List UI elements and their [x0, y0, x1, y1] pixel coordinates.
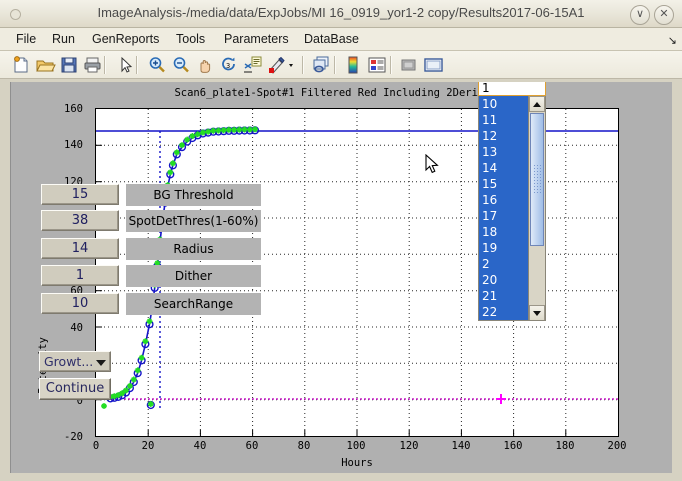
- menu-resize-icon[interactable]: ↘: [667, 35, 677, 47]
- scrollbar-thumb[interactable]: [530, 113, 544, 246]
- scroll-up-icon[interactable]: [529, 96, 545, 112]
- scan-number-listbox[interactable]: 10 11 12 13 14 15 16 17 18 19 2 20 21 22…: [478, 96, 546, 321]
- xtick-label: 120: [399, 440, 419, 452]
- brush-icon[interactable]: [266, 54, 288, 76]
- minimize-button[interactable]: ∨: [630, 5, 650, 25]
- menu-parameters[interactable]: Parameters: [224, 32, 289, 46]
- xtick-label: 0: [92, 440, 100, 452]
- xtick-label: 20: [141, 440, 155, 452]
- close-button[interactable]: ✕: [654, 5, 674, 25]
- pan-hand-icon[interactable]: [194, 54, 216, 76]
- x-axis-label: Hours: [341, 457, 373, 469]
- low-outlier-point: [147, 401, 154, 407]
- new-file-icon[interactable]: [10, 54, 32, 76]
- rotate-3d-icon[interactable]: 3: [218, 54, 240, 76]
- ytick-label: 40: [70, 322, 83, 334]
- spot-det-thres-input[interactable]: 38: [41, 210, 119, 231]
- toolbar-separator: [334, 56, 336, 74]
- xtick-label: 80: [297, 440, 311, 452]
- radius-label: Radius: [126, 238, 261, 260]
- svg-text:3: 3: [226, 62, 230, 70]
- baseline-cross-marker: [496, 394, 506, 404]
- chevron-down-icon: [96, 360, 106, 366]
- menu-database[interactable]: DataBase: [304, 32, 359, 46]
- xtick-label: 180: [555, 440, 575, 452]
- chart-title: Scan6_plate1-Spot#1 Filtered Red Includi…: [174, 87, 510, 99]
- scan-number-dropdown[interactable]: 1 10 11 12 13 14 15 16 17 18 19 2 20 21 …: [478, 82, 546, 321]
- zoom-in-icon[interactable]: [146, 54, 168, 76]
- grid-lines: [96, 109, 618, 436]
- dither-input[interactable]: 1: [41, 265, 119, 286]
- menu-run[interactable]: Run: [52, 32, 75, 46]
- ytick-label: 160: [64, 103, 83, 115]
- xtick-label: 40: [193, 440, 207, 452]
- open-folder-icon[interactable]: [34, 54, 56, 76]
- mode-select-value: Growt...: [44, 354, 94, 369]
- save-disk-icon[interactable]: [58, 54, 80, 76]
- figure-canvas: Scan6_plate1-Spot#1 Filtered Red Includi…: [10, 82, 672, 473]
- radius-input[interactable]: 14: [41, 238, 119, 259]
- figure-palette-icon[interactable]: [398, 54, 420, 76]
- scrollbar-grip: [533, 164, 542, 194]
- brush-dropdown-icon[interactable]: [286, 54, 298, 76]
- continue-button[interactable]: Continue: [39, 378, 111, 400]
- xtick-label: 100: [346, 440, 366, 452]
- list-item[interactable]: 23: [479, 320, 545, 321]
- window-titlebar: ImageAnalysis-/media/data/ExpJobs/MI 16_…: [0, 0, 682, 28]
- ytick-label: -20: [64, 431, 83, 443]
- bg-threshold-input[interactable]: 15: [41, 184, 119, 205]
- search-range-label: SearchRange: [126, 293, 261, 315]
- scroll-down-icon[interactable]: [529, 305, 545, 320]
- toolbar-separator: [390, 56, 392, 74]
- print-icon[interactable]: [82, 54, 104, 76]
- scan-number-input[interactable]: 1: [478, 82, 546, 96]
- dropdown-scrollbar[interactable]: [528, 96, 545, 320]
- plot-browser-icon[interactable]: [366, 54, 388, 76]
- property-editor-icon[interactable]: [422, 54, 444, 76]
- data-cursor-icon[interactable]: [242, 54, 264, 76]
- colormap-icon[interactable]: [342, 54, 364, 76]
- menu-genreports[interactable]: GenReports: [92, 32, 160, 46]
- menu-bar: File Run GenReports Tools Parameters Dat…: [0, 28, 682, 51]
- toolbar-separator: [302, 56, 304, 74]
- xtick-label: 140: [451, 440, 471, 452]
- toolbar-separator: [136, 56, 138, 74]
- window-title: ImageAnalysis-/media/data/ExpJobs/MI 16_…: [97, 5, 585, 20]
- xtick-label: 200: [607, 440, 627, 452]
- window-menu-icon[interactable]: [10, 9, 21, 20]
- ytick-label: 140: [64, 139, 83, 151]
- link-plot-icon[interactable]: [310, 54, 332, 76]
- menu-tools[interactable]: Tools: [176, 32, 206, 46]
- dither-label: Dither: [126, 265, 261, 287]
- toolbar: 3: [0, 51, 682, 79]
- bg-threshold-label: BG Threshold: [126, 184, 261, 206]
- toolbar-separator: [104, 56, 106, 74]
- mode-select[interactable]: Growt...: [39, 351, 111, 372]
- pointer-icon[interactable]: [114, 54, 136, 76]
- zoom-out-icon[interactable]: [170, 54, 192, 76]
- search-range-input[interactable]: 10: [41, 293, 119, 314]
- xtick-label: 160: [503, 440, 523, 452]
- ytick-label: 0: [76, 395, 83, 407]
- menu-file[interactable]: File: [16, 32, 37, 46]
- xtick-label: 60: [245, 440, 259, 452]
- spot-det-thres-label: SpotDetThres(1-60%): [126, 210, 261, 232]
- mouse-cursor-icon: [425, 154, 439, 174]
